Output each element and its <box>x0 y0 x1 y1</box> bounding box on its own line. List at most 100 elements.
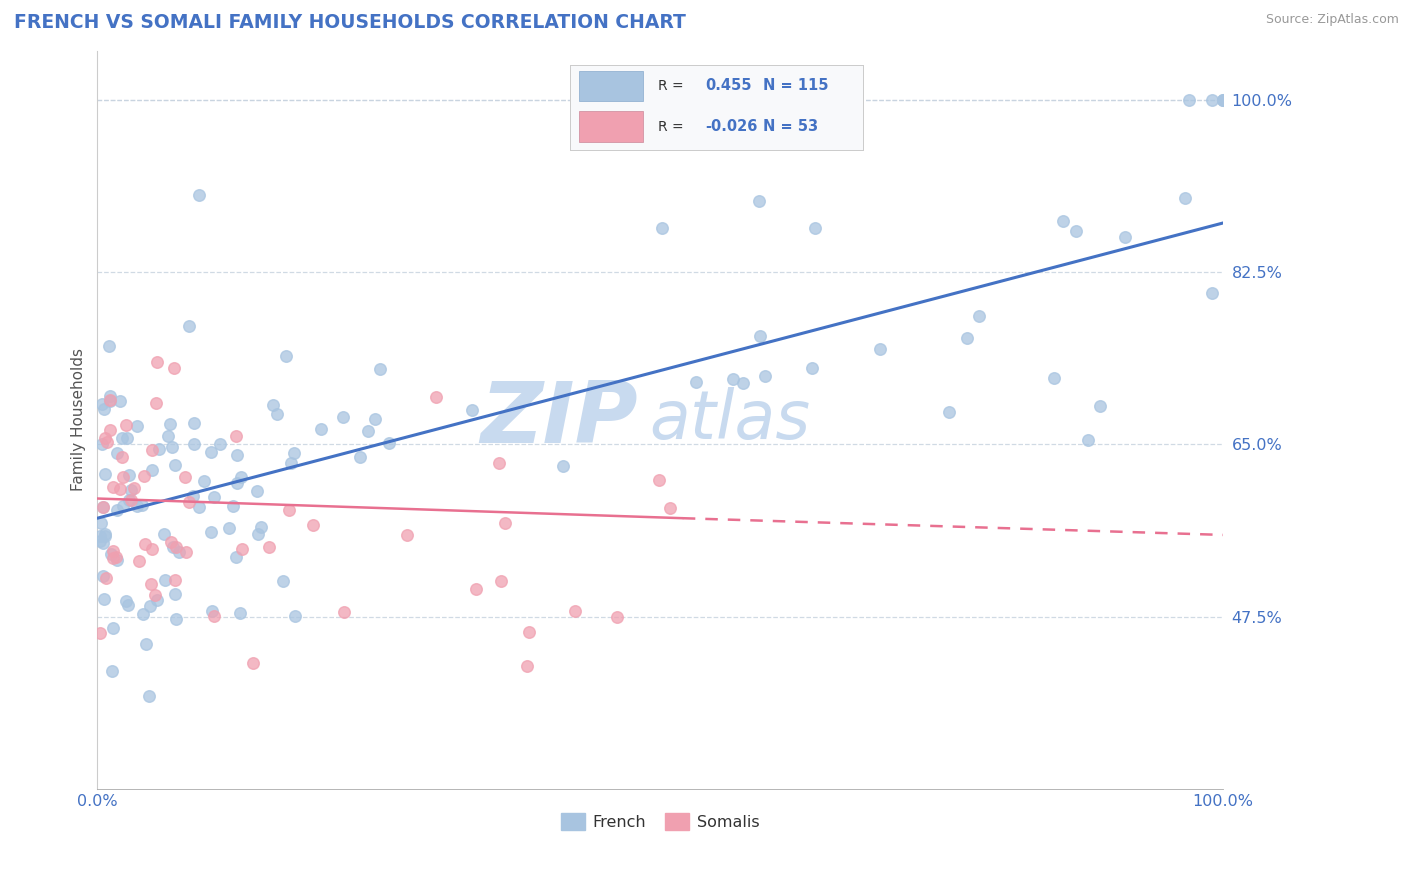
Point <box>105 553 128 567</box>
Point <box>246 527 269 541</box>
Point <box>276 349 298 363</box>
Point <box>118 468 141 483</box>
Point <box>132 607 155 621</box>
Point <box>173 470 195 484</box>
Point <box>1088 399 1111 413</box>
Point <box>494 516 516 530</box>
Text: FRENCH VS SOMALI FAMILY HOUSEHOLDS CORRELATION CHART: FRENCH VS SOMALI FAMILY HOUSEHOLDS CORRE… <box>14 13 686 32</box>
Point <box>93 432 115 446</box>
Point <box>938 405 960 419</box>
Point <box>163 360 186 375</box>
Point <box>183 437 205 451</box>
Point <box>112 469 135 483</box>
Point <box>96 435 118 450</box>
Point <box>120 492 142 507</box>
Point <box>1212 93 1234 107</box>
Point <box>91 569 114 583</box>
Point <box>141 542 163 557</box>
Point <box>225 549 247 564</box>
Point <box>245 483 267 498</box>
Point <box>127 499 149 513</box>
Point <box>1178 93 1201 107</box>
Point <box>1201 93 1223 107</box>
Point <box>1174 191 1197 205</box>
Point <box>139 577 162 591</box>
Point <box>800 361 823 376</box>
Point <box>117 432 139 446</box>
Point <box>231 541 253 556</box>
Point <box>93 536 115 550</box>
Point <box>225 476 247 491</box>
Y-axis label: Family Households: Family Households <box>72 348 86 491</box>
Point <box>98 394 121 409</box>
Point <box>1212 93 1234 107</box>
Point <box>370 362 392 376</box>
Point <box>165 587 187 601</box>
Point <box>155 573 177 587</box>
Point <box>283 446 305 460</box>
Point <box>754 368 776 383</box>
Point <box>90 516 112 530</box>
Point <box>101 550 124 565</box>
Point <box>91 500 114 515</box>
Point <box>804 220 827 235</box>
Point <box>225 429 247 443</box>
Point <box>101 664 124 678</box>
Point <box>208 437 231 451</box>
Point <box>146 354 169 368</box>
Point <box>280 456 302 470</box>
Point <box>115 594 138 608</box>
Point <box>139 599 162 613</box>
Point <box>162 540 184 554</box>
Point <box>221 499 243 513</box>
Point <box>94 467 117 482</box>
Text: ZIP: ZIP <box>481 378 638 461</box>
Point <box>425 390 447 404</box>
Point <box>115 418 138 433</box>
Point <box>396 527 419 541</box>
Point <box>1201 285 1223 300</box>
Point <box>101 480 124 494</box>
Point <box>202 609 225 624</box>
Point <box>93 591 115 606</box>
Point <box>128 554 150 568</box>
Point <box>89 529 111 543</box>
Point <box>564 605 586 619</box>
Point <box>364 411 387 425</box>
Point <box>332 410 354 425</box>
Point <box>125 418 148 433</box>
Point <box>659 501 682 516</box>
Point <box>266 407 288 421</box>
Point <box>1066 224 1088 238</box>
Point <box>111 500 134 514</box>
Point <box>135 637 157 651</box>
Point <box>160 440 183 454</box>
Point <box>91 500 114 514</box>
Point <box>159 417 181 431</box>
Point <box>204 490 226 504</box>
Point <box>118 493 141 508</box>
Point <box>93 401 115 416</box>
Point <box>1052 214 1074 228</box>
Point <box>748 194 770 208</box>
Point <box>956 331 979 345</box>
Point <box>104 549 127 564</box>
Point <box>1114 229 1136 244</box>
Point <box>120 483 142 498</box>
Point <box>302 517 325 532</box>
Point <box>200 445 222 459</box>
Point <box>134 469 156 483</box>
Point <box>94 527 117 541</box>
Point <box>218 521 240 535</box>
Point <box>731 376 754 391</box>
Point <box>163 458 186 473</box>
Point <box>98 389 121 403</box>
Point <box>271 574 294 589</box>
Point <box>98 392 121 407</box>
Point <box>108 482 131 496</box>
Point <box>96 571 118 585</box>
Point <box>721 372 744 386</box>
Point <box>122 481 145 495</box>
Point <box>134 536 156 550</box>
Point <box>177 318 200 333</box>
